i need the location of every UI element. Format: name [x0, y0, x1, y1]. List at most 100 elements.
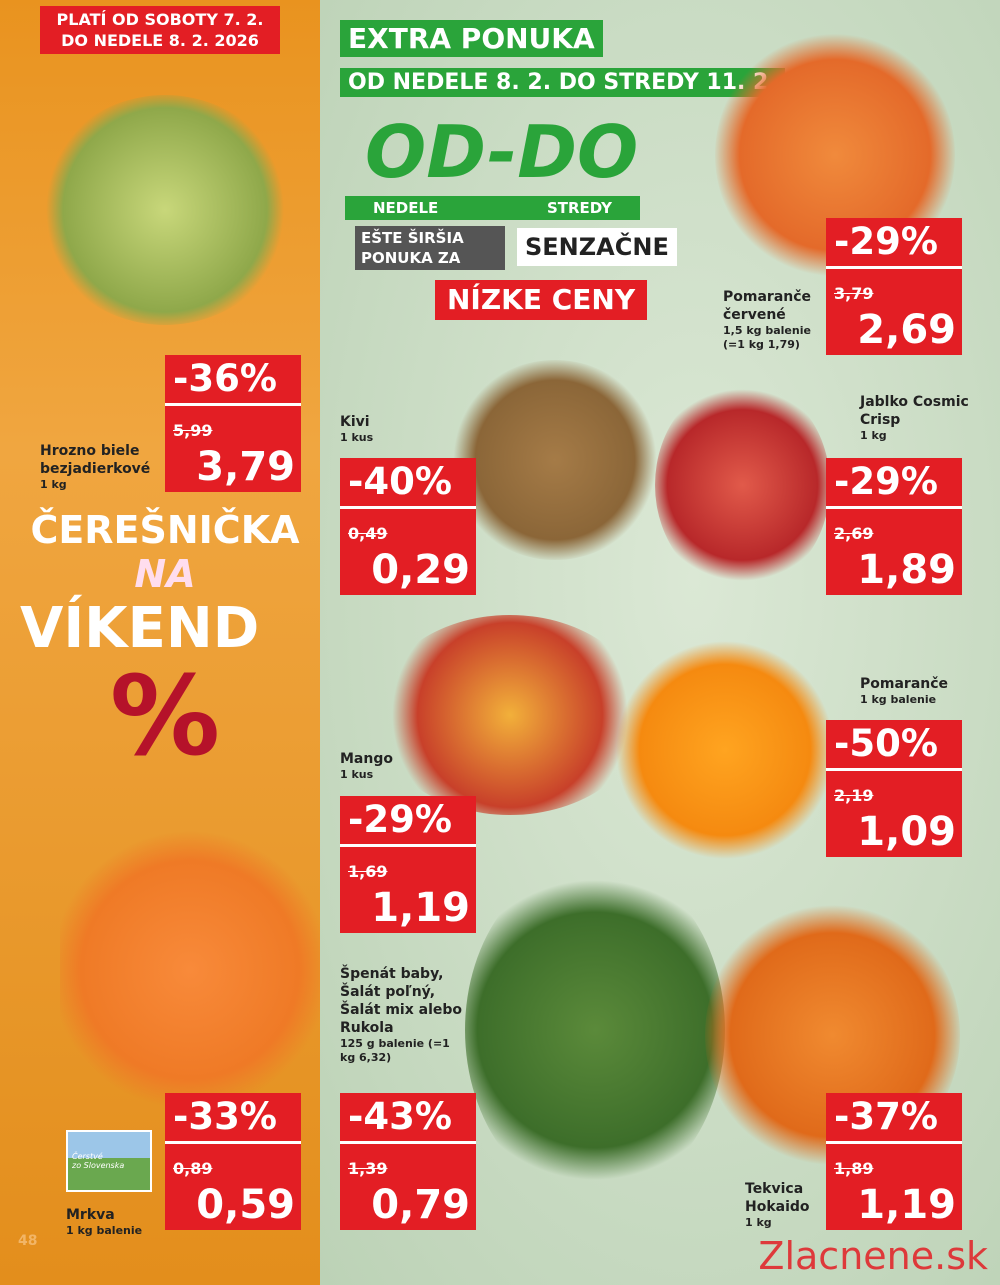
product-label: Mrkva 1 kg balenie	[66, 1206, 142, 1238]
salad-image	[465, 860, 725, 1200]
tagline-senzacne: SENZAČNE	[517, 228, 677, 266]
divider	[165, 403, 301, 406]
tagline-text: EŠTE ŠIRŠIA	[361, 229, 464, 247]
old-price: 0,89	[173, 1159, 213, 1178]
old-price: 5,99	[173, 421, 213, 440]
product-label: Jablko Cosmic Crisp 1 kg	[860, 393, 980, 443]
product-label: Tekvica Hokaido 1 kg	[745, 1180, 865, 1230]
new-price: 0,79	[371, 1182, 470, 1228]
product-label: Mango 1 kus	[340, 750, 393, 782]
carrots-image	[60, 820, 320, 1120]
product-name: Mango	[340, 751, 393, 767]
promo-line: NA	[134, 552, 196, 596]
old-price: 3,79	[834, 284, 874, 303]
product-name: Špenát baby, Šalát poľný, Šalát mix aleb…	[340, 966, 463, 1036]
new-price: 1,19	[857, 1182, 956, 1228]
product-unit: 1 kg balenie	[66, 1224, 143, 1237]
extra-offer-dates: OD NEDELE 8. 2. DO STREDY 11. 2.	[340, 68, 785, 97]
price-tag: -40% 0,49 0,29	[340, 458, 476, 595]
old-price: 1,89	[834, 1159, 874, 1178]
product-unit: 1,5 kg balenie (=1 kg 1,79)	[723, 324, 811, 351]
grapes-image	[40, 95, 290, 325]
product-unit: 1 kus	[340, 768, 374, 781]
price-tag: -29% 1,69 1,19	[340, 796, 476, 933]
promo-line: ČEREŠNIČKA	[30, 508, 300, 552]
discount-percent: -37%	[834, 1095, 938, 1138]
od-do-days: NEDELE STREDY	[345, 196, 640, 220]
price-tag: -29% 3,79 2,69	[826, 218, 962, 355]
divider	[826, 266, 962, 269]
discount-percent: -50%	[834, 722, 938, 765]
new-price: 3,79	[196, 444, 295, 490]
price-tag: -43% 1,39 0,79	[340, 1093, 476, 1230]
divider	[340, 1141, 476, 1144]
divider	[826, 506, 962, 509]
product-label: Kivi 1 kus	[340, 413, 373, 445]
product-unit: 1 kg balenie	[860, 693, 937, 706]
od-do-logo-text: OD-DO	[365, 110, 639, 194]
apples-image	[655, 380, 830, 590]
product-name: Mrkva	[66, 1207, 115, 1223]
weekend-validity-banner: PLATÍ OD SOBOTY 7. 2. DO NEDELE 8. 2. 20…	[40, 6, 280, 54]
product-name: Jablko Cosmic Crisp	[860, 394, 969, 428]
watermark: Zlacnene.sk	[758, 1234, 988, 1278]
divider	[340, 844, 476, 847]
divider	[826, 768, 962, 771]
new-price: 2,69	[857, 307, 956, 353]
new-price: 1,19	[371, 885, 470, 931]
cherry-percent-icon: %	[109, 652, 221, 780]
tagline-text: PONUKA ZA	[361, 249, 461, 267]
product-unit: 1 kg	[860, 429, 887, 442]
discount-percent: -33%	[173, 1095, 277, 1138]
product-unit: 1 kg	[40, 478, 67, 491]
product-unit: 1 kus	[340, 431, 374, 444]
od-do-tagline: EŠTE ŠIRŠIA PONUKA ZA	[355, 226, 505, 270]
price-tag: -50% 2,19 1,09	[826, 720, 962, 857]
od-do-logo: OD-DO NEDELE STREDY EŠTE ŠIRŠIA PONUKA ZA …	[345, 112, 695, 327]
od-do-from: NEDELE	[373, 199, 439, 217]
divider	[340, 506, 476, 509]
discount-percent: -29%	[834, 220, 938, 263]
discount-percent: -36%	[173, 357, 277, 400]
slovak-origin-badge: Čerstvé zo Slovenska	[66, 1130, 152, 1192]
discount-percent: -43%	[348, 1095, 452, 1138]
product-unit: 1 kg	[745, 1216, 772, 1229]
product-label: Hrozno biele bezjadierkové 1 kg	[40, 442, 160, 492]
price-tag: -29% 2,69 1,89	[826, 458, 962, 595]
oranges-image	[615, 640, 835, 860]
old-price: 2,69	[834, 524, 874, 543]
discount-percent: -40%	[348, 460, 452, 503]
weekend-column: PLATÍ OD SOBOTY 7. 2. DO NEDELE 8. 2. 20…	[0, 0, 320, 1285]
new-price: 1,89	[857, 547, 956, 593]
od-do-to: STREDY	[546, 199, 612, 217]
product-label: Špenát baby, Šalát poľný, Šalát mix aleb…	[340, 965, 475, 1065]
page-number: 48	[18, 1233, 38, 1249]
old-price: 1,39	[348, 1159, 388, 1178]
price-tag: -37% 1,89 1,19	[826, 1093, 962, 1230]
product-name: Tekvica Hokaido	[745, 1181, 810, 1215]
price-tag: -33% 0,89 0,59	[165, 1093, 301, 1230]
badge-text: zo Slovenska	[72, 1161, 125, 1170]
kiwi-image	[450, 360, 660, 560]
divider	[165, 1141, 301, 1144]
validity-line: DO NEDELE 8. 2. 2026	[61, 31, 259, 50]
mango-image	[375, 615, 645, 815]
divider	[826, 1141, 962, 1144]
price-tag: -36% 5,99 3,79	[165, 355, 301, 492]
badge-text: Čerstvé	[72, 1152, 103, 1161]
old-price: 0,49	[348, 524, 388, 543]
product-name: Hrozno biele bezjadierkové	[40, 443, 151, 477]
new-price: 0,59	[196, 1182, 295, 1228]
product-unit: 125 g balenie (=1 kg 6,32)	[340, 1037, 450, 1064]
new-price: 1,09	[857, 809, 956, 855]
discount-percent: -29%	[834, 460, 938, 503]
promo-line: VÍKEND	[20, 596, 260, 661]
product-name: Pomaranče červené	[723, 289, 812, 323]
tagline-nizke-ceny: NÍZKE CENY	[435, 280, 648, 320]
old-price: 2,19	[834, 786, 874, 805]
extra-offer-title: EXTRA PONUKA	[340, 20, 603, 57]
old-price: 1,69	[348, 862, 388, 881]
product-label: Pomaranče 1 kg balenie	[860, 675, 948, 707]
validity-line: PLATÍ OD SOBOTY 7. 2.	[56, 10, 264, 29]
new-price: 0,29	[371, 547, 470, 593]
